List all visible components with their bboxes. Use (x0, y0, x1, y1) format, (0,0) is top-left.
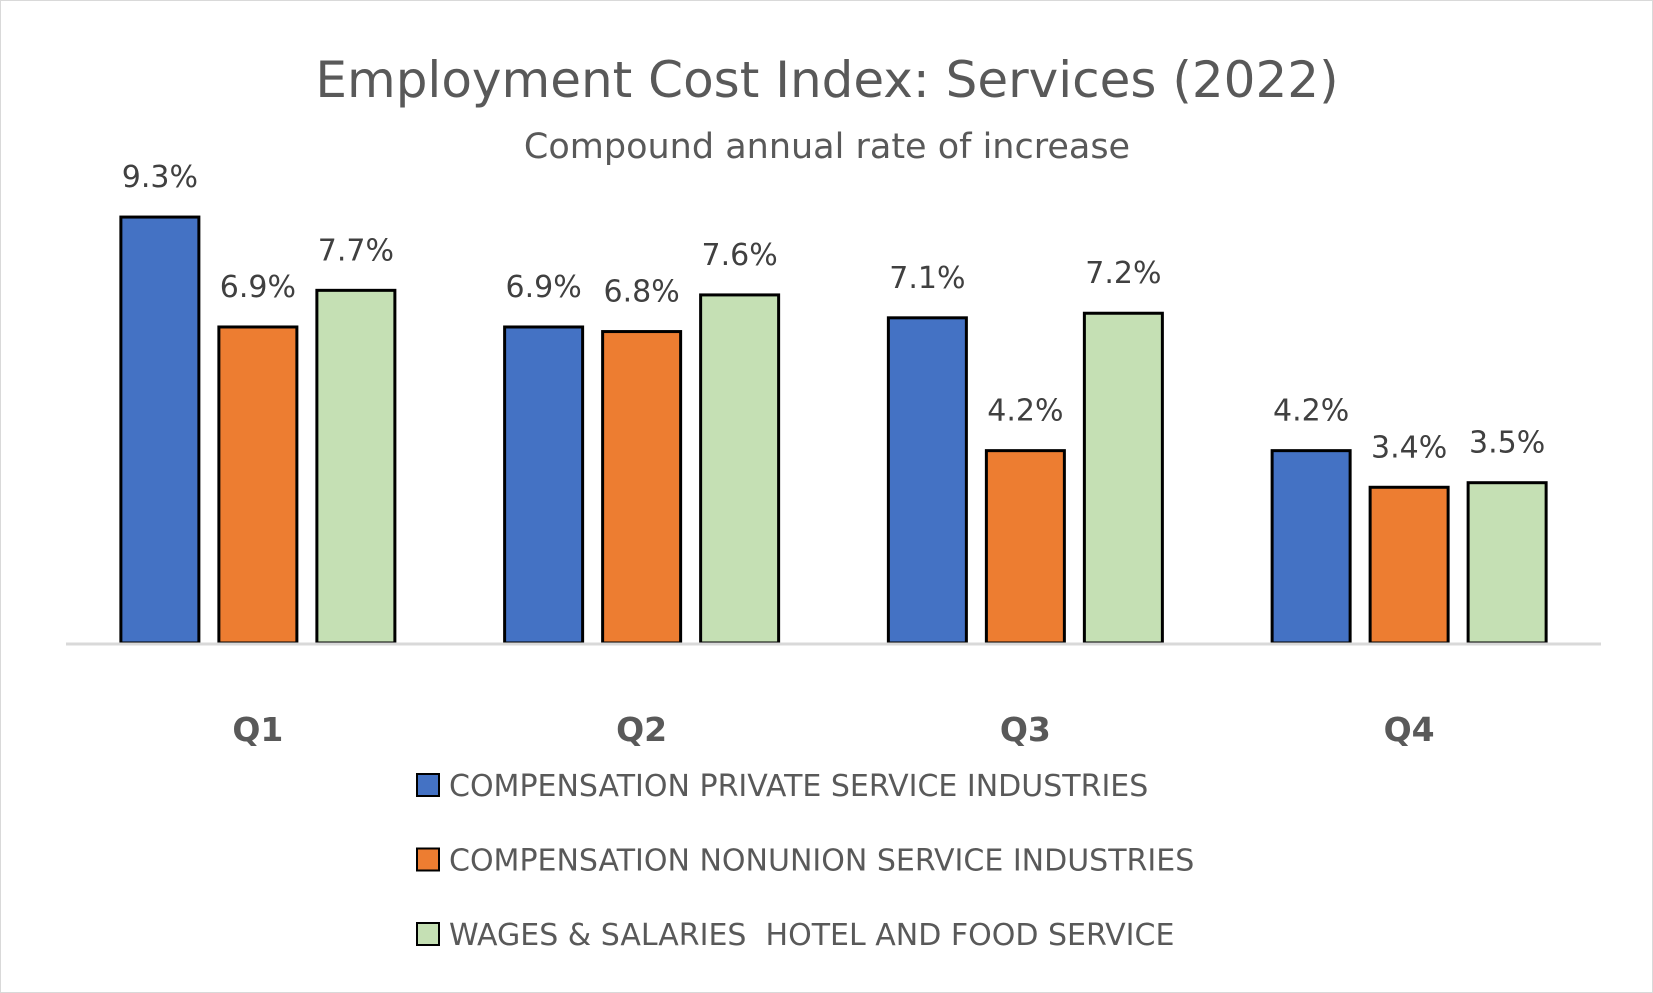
chart-subtitle: Compound annual rate of increase (524, 127, 1130, 167)
bar-q3-series-3 (1082, 311, 1164, 645)
data-label: 7.6% (702, 238, 778, 273)
bar-q3-series-2 (984, 449, 1066, 645)
x-tick-label: Q3 (1000, 710, 1051, 749)
bar-q1-series-1 (119, 215, 201, 645)
data-label: 4.2% (1273, 394, 1349, 429)
legend-label: COMPENSATION PRIVATE SERVICE INDUSTRIES (449, 769, 1148, 804)
x-tick-label: Q2 (616, 710, 667, 749)
data-label: 6.8% (604, 275, 680, 310)
bar-q4-series-2 (1368, 485, 1450, 645)
bar-q2-series-2 (601, 330, 683, 645)
legend-swatch (416, 773, 440, 797)
legend-swatch (416, 922, 440, 946)
data-label: 7.2% (1085, 256, 1161, 291)
data-label: 6.9% (506, 270, 582, 305)
chart-title: Employment Cost Index: Services (2022) (315, 51, 1338, 109)
legend-swatch (416, 847, 440, 872)
x-tick-label: Q4 (1384, 710, 1435, 749)
data-label: 9.3% (122, 160, 198, 195)
data-label: 7.7% (318, 233, 394, 268)
data-label: 4.2% (987, 394, 1063, 429)
bar-q4-series-1 (1270, 449, 1352, 645)
legend-label: WAGES & SALARIES HOTEL AND FOOD SERVICE (449, 918, 1174, 953)
bar-q3-series-1 (886, 316, 968, 645)
data-label: 3.5% (1469, 426, 1545, 461)
bar-q1-series-2 (217, 325, 299, 645)
data-label: 7.1% (889, 261, 965, 296)
legend-label: COMPENSATION NONUNION SERVICE INDUSTRIES (449, 844, 1194, 879)
bar-q2-series-3 (699, 293, 781, 645)
x-tick-label: Q1 (232, 710, 283, 749)
bar-q4-series-3 (1466, 481, 1548, 645)
data-label: 6.9% (220, 270, 296, 305)
data-label: 3.4% (1371, 430, 1447, 465)
bar-q1-series-3 (315, 288, 397, 645)
bar-q2-series-1 (503, 325, 585, 645)
